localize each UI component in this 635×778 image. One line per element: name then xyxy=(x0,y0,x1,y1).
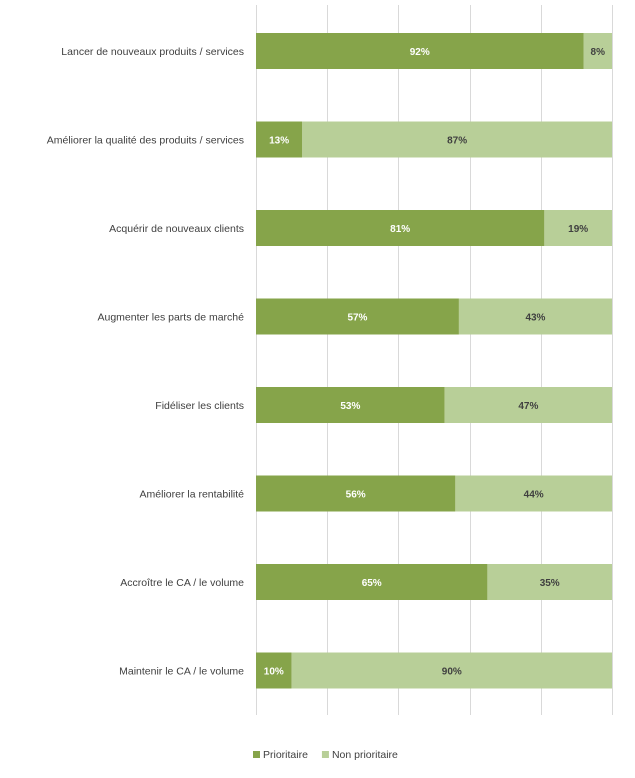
data-label: 87% xyxy=(447,136,467,147)
data-label: 35% xyxy=(540,578,560,589)
legend-swatch xyxy=(253,751,260,758)
bar-non-prioritaire xyxy=(455,475,612,512)
bars: 92% 8% 13% 87% 81% 19% 57% 43% 53% 47% 56% 44% 65% 35… xyxy=(256,33,612,689)
legend-label: Non prioritaire xyxy=(332,749,398,761)
category-label: Lancer de nouveaux produits / services xyxy=(61,46,244,58)
bar-prioritaire xyxy=(256,298,459,335)
category-label: Augmenter les parts de marché xyxy=(98,312,245,324)
data-label: 56% xyxy=(346,490,366,501)
category-label: Fidéliser les clients xyxy=(155,400,244,412)
data-label: 47% xyxy=(518,401,538,412)
legend-swatch xyxy=(321,751,329,758)
category-label: Améliorer la qualité des produits / serv… xyxy=(47,135,244,147)
bar-non-prioritaire xyxy=(458,298,612,335)
data-label: 8% xyxy=(591,47,606,58)
legend-label: Prioritaire xyxy=(263,749,308,761)
data-label: 90% xyxy=(442,667,462,678)
bar-non-prioritaire xyxy=(302,121,612,158)
bar-non-prioritaire xyxy=(487,564,612,600)
data-label: 92% xyxy=(410,47,430,58)
bar-prioritaire xyxy=(256,210,545,246)
data-label: 10% xyxy=(264,667,284,678)
bar-prioritaire xyxy=(256,564,488,600)
bar-prioritaire xyxy=(256,121,303,158)
data-label: 53% xyxy=(340,401,360,412)
bar-non-prioritaire xyxy=(444,387,612,423)
data-label: 57% xyxy=(347,313,367,324)
bar-prioritaire xyxy=(256,387,445,423)
data-label: 65% xyxy=(362,578,382,589)
data-label: 44% xyxy=(524,490,544,501)
bar-non-prioritaire xyxy=(544,210,612,246)
data-label: 19% xyxy=(568,224,588,235)
category-label: Acquérir de nouveaux clients xyxy=(109,223,244,235)
data-label: 81% xyxy=(390,224,410,235)
bar-non-prioritaire xyxy=(583,33,612,69)
category-label: Accroître le CA / le volume xyxy=(120,577,244,589)
category-label: Maintenir le CA / le volume xyxy=(119,666,244,678)
bar-prioritaire xyxy=(256,652,292,689)
legend: Prioritaire Non prioritaire xyxy=(253,749,398,761)
bar-prioritaire xyxy=(256,33,584,69)
data-label: 43% xyxy=(525,313,545,324)
gridlines xyxy=(256,5,613,715)
bar-non-prioritaire xyxy=(291,652,612,689)
bar-prioritaire xyxy=(256,475,456,512)
data-label: 13% xyxy=(269,136,289,147)
category-label: Améliorer la rentabilité xyxy=(140,489,245,501)
category-labels: Lancer de nouveaux produits / services Am… xyxy=(47,46,244,678)
